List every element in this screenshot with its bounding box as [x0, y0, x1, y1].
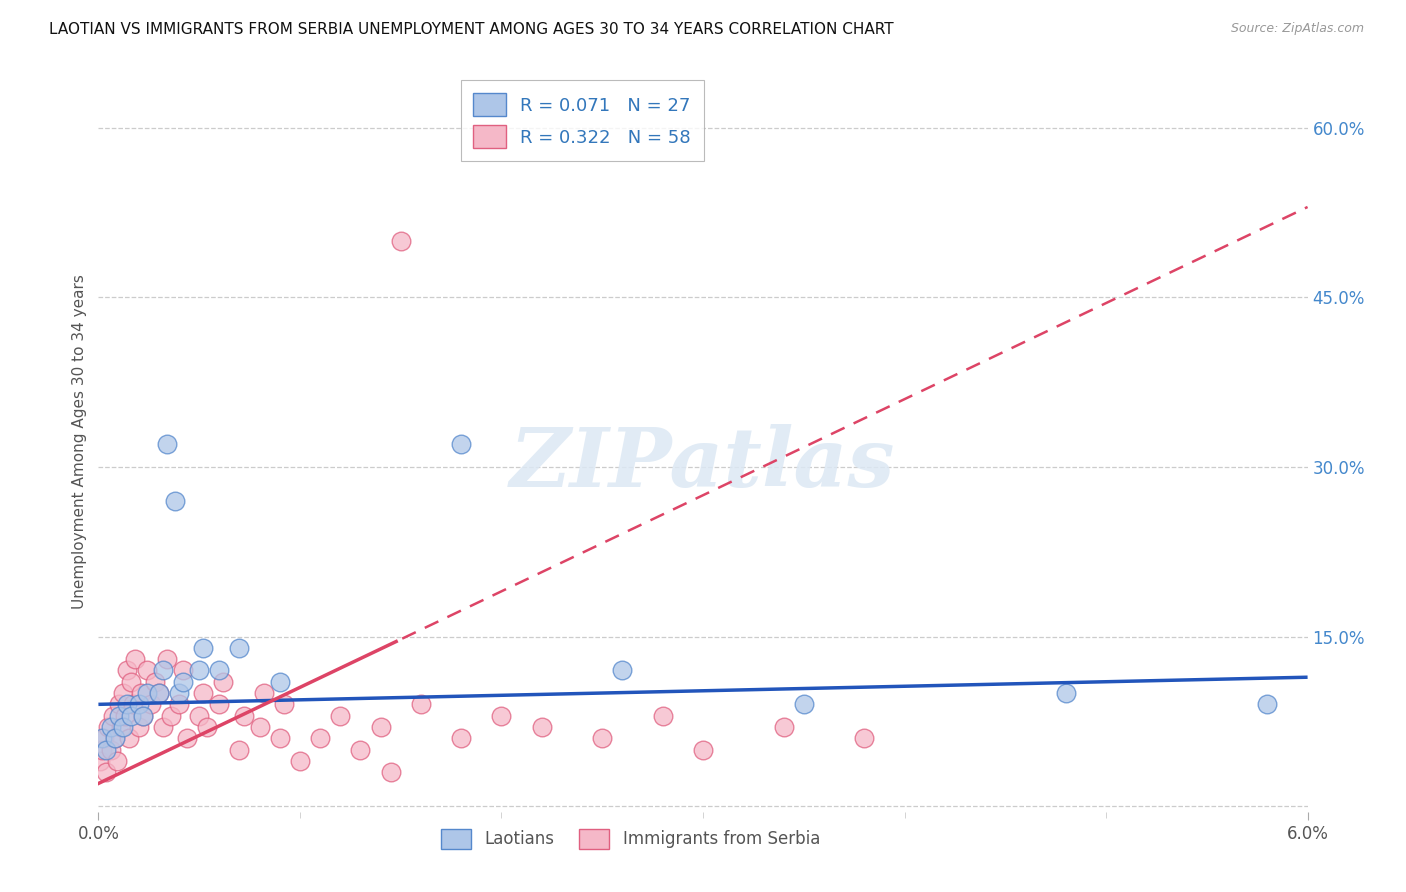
Point — [288, 754, 311, 768]
Point — [269, 731, 291, 746]
Point — [111, 720, 134, 734]
Point — [132, 708, 155, 723]
Point — [135, 686, 157, 700]
Point — [249, 720, 271, 734]
Point — [370, 720, 392, 734]
Legend: Laotians, Immigrants from Serbia: Laotians, Immigrants from Serbia — [434, 822, 827, 855]
Point — [148, 686, 170, 700]
Point — [115, 664, 138, 678]
Point — [148, 686, 170, 700]
Point — [107, 708, 129, 723]
Point — [692, 742, 714, 756]
Point — [111, 686, 134, 700]
Point — [1054, 686, 1077, 700]
Point — [591, 731, 613, 746]
Point — [121, 698, 143, 712]
Point — [176, 731, 198, 746]
Point — [91, 731, 114, 746]
Y-axis label: Unemployment Among Ages 30 to 34 years: Unemployment Among Ages 30 to 34 years — [72, 274, 87, 609]
Text: Source: ZipAtlas.com: Source: ZipAtlas.com — [1230, 22, 1364, 36]
Point — [156, 652, 179, 666]
Point — [450, 437, 472, 451]
Point — [1256, 698, 1278, 712]
Point — [129, 686, 152, 700]
Point — [188, 664, 211, 678]
Point — [380, 765, 402, 780]
Point — [132, 708, 155, 723]
Point — [139, 698, 162, 712]
Point — [128, 698, 150, 712]
Point — [228, 742, 250, 756]
Point — [156, 437, 179, 451]
Point — [195, 720, 218, 734]
Point — [110, 720, 132, 734]
Point — [160, 708, 183, 723]
Point — [135, 664, 157, 678]
Point — [309, 731, 332, 746]
Point — [269, 674, 291, 689]
Point — [97, 720, 120, 734]
Point — [89, 754, 111, 768]
Point — [120, 674, 142, 689]
Point — [101, 708, 124, 723]
Point — [208, 698, 231, 712]
Point — [107, 698, 129, 712]
Point — [172, 664, 194, 678]
Point — [103, 731, 125, 746]
Point — [793, 698, 815, 712]
Point — [530, 720, 553, 734]
Point — [188, 708, 211, 723]
Point — [253, 686, 276, 700]
Point — [96, 742, 118, 756]
Point — [349, 742, 371, 756]
Point — [193, 640, 215, 655]
Text: LAOTIAN VS IMMIGRANTS FROM SERBIA UNEMPLOYMENT AMONG AGES 30 TO 34 YEARS CORRELA: LAOTIAN VS IMMIGRANTS FROM SERBIA UNEMPL… — [49, 22, 894, 37]
Point — [172, 674, 194, 689]
Point — [612, 664, 634, 678]
Point — [120, 708, 142, 723]
Point — [329, 708, 352, 723]
Point — [208, 664, 231, 678]
Point — [100, 720, 122, 734]
Point — [143, 674, 166, 689]
Point — [167, 686, 190, 700]
Point — [115, 698, 138, 712]
Point — [409, 698, 432, 712]
Point — [853, 731, 876, 746]
Point — [93, 731, 115, 746]
Point — [118, 731, 141, 746]
Point — [232, 708, 254, 723]
Point — [114, 708, 136, 723]
Point — [212, 674, 235, 689]
Point — [124, 652, 146, 666]
Point — [163, 494, 186, 508]
Point — [152, 720, 174, 734]
Point — [167, 698, 190, 712]
Point — [389, 234, 412, 248]
Point — [91, 742, 114, 756]
Text: ZIPatlas: ZIPatlas — [510, 424, 896, 504]
Point — [273, 698, 295, 712]
Point — [152, 664, 174, 678]
Point — [96, 765, 118, 780]
Point — [103, 731, 125, 746]
Point — [450, 731, 472, 746]
Point — [100, 742, 122, 756]
Point — [772, 720, 794, 734]
Point — [105, 754, 128, 768]
Point — [651, 708, 673, 723]
Point — [491, 708, 513, 723]
Point — [193, 686, 215, 700]
Point — [228, 640, 250, 655]
Point — [128, 720, 150, 734]
